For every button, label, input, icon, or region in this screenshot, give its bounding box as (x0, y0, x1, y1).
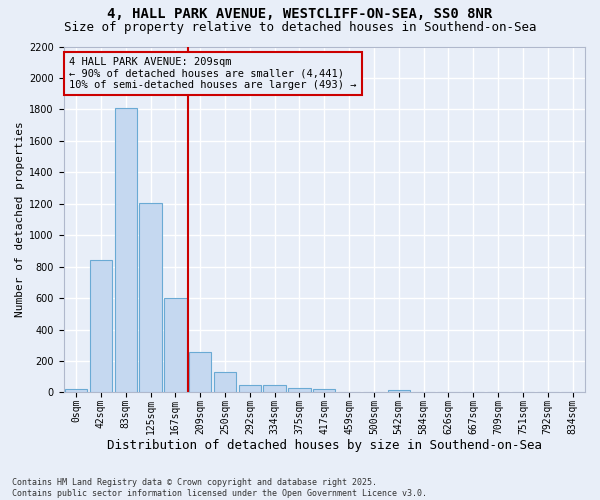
Bar (388, 390, 410, 392)
Bar (189, 352, 211, 393)
Bar (263, 386, 286, 392)
Bar (214, 372, 236, 392)
Text: 4, HALL PARK AVENUE, WESTCLIFF-ON-SEA, SS0 8NR: 4, HALL PARK AVENUE, WESTCLIFF-ON-SEA, S… (107, 8, 493, 22)
Bar (139, 203, 162, 392)
Bar (289, 388, 311, 392)
Bar (65, 388, 87, 392)
Text: 4 HALL PARK AVENUE: 209sqm
← 90% of detached houses are smaller (4,441)
10% of s: 4 HALL PARK AVENUE: 209sqm ← 90% of deta… (69, 57, 356, 90)
Y-axis label: Number of detached properties: Number of detached properties (15, 122, 25, 318)
Bar (115, 108, 137, 393)
Text: Size of property relative to detached houses in Southend-on-Sea: Size of property relative to detached ho… (64, 21, 536, 34)
Bar (239, 384, 261, 392)
Bar (164, 298, 187, 392)
Text: Contains HM Land Registry data © Crown copyright and database right 2025.
Contai: Contains HM Land Registry data © Crown c… (12, 478, 427, 498)
Bar (90, 260, 112, 392)
X-axis label: Distribution of detached houses by size in Southend-on-Sea: Distribution of detached houses by size … (107, 440, 542, 452)
Bar (313, 390, 335, 392)
